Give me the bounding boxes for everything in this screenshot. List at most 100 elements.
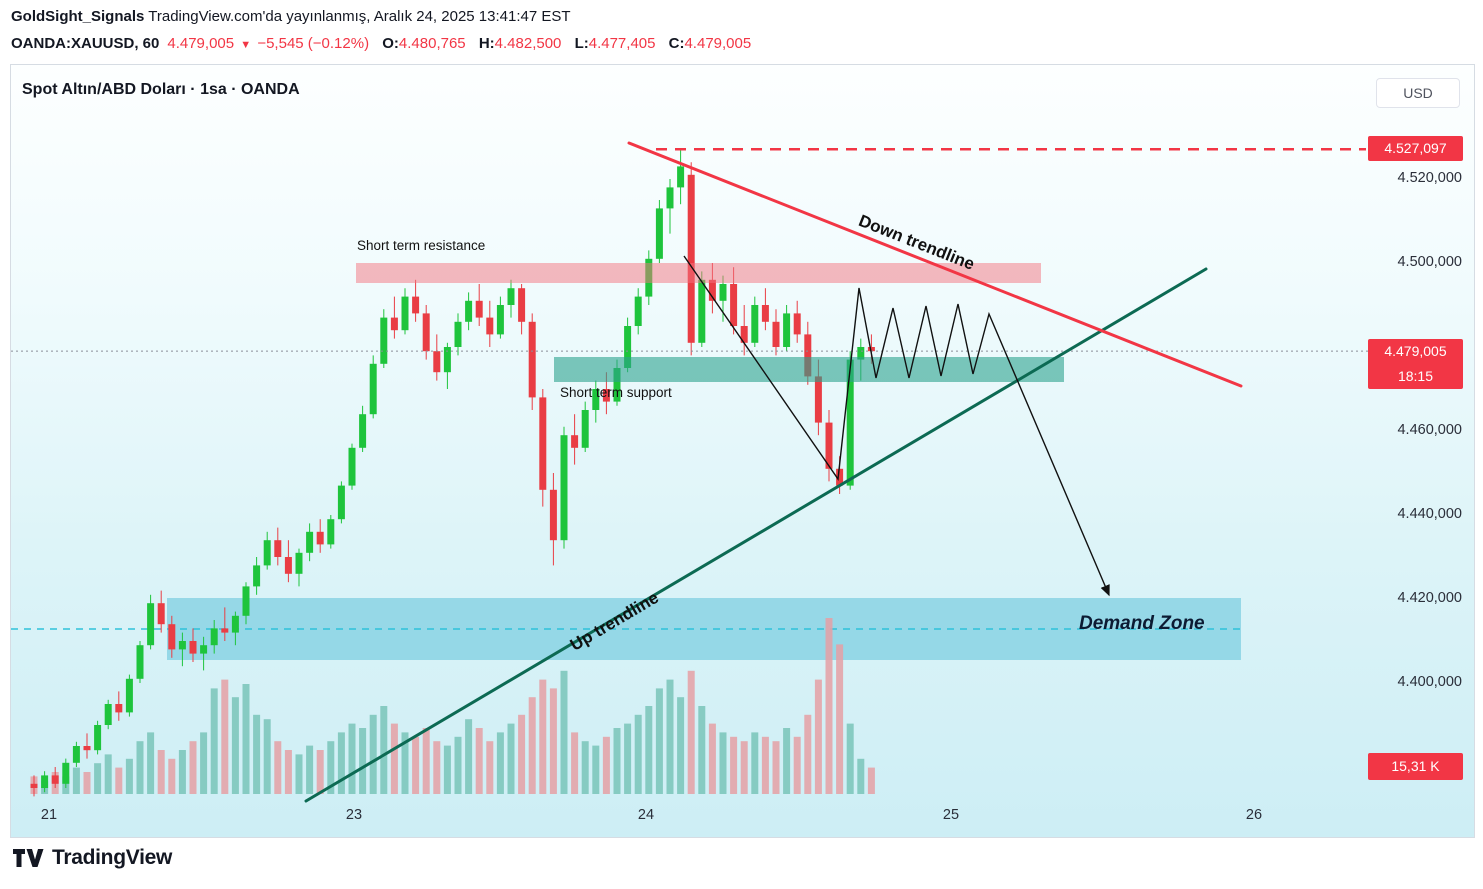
volume-bar [327, 741, 335, 794]
volume-bar [115, 767, 123, 794]
volume-bar [295, 754, 303, 794]
volume-bar [836, 644, 844, 794]
price-axis-label: 4.440,000 [1397, 506, 1462, 522]
volume-bar [221, 679, 229, 794]
volume-bar [751, 732, 759, 794]
volume-bar [655, 688, 663, 794]
symbol-title[interactable]: OANDA:XAUUSD, 60 [11, 35, 160, 52]
volume-bar [613, 728, 621, 794]
candle-body [41, 775, 49, 788]
candle-body [602, 389, 610, 402]
volume-bar [316, 750, 324, 794]
price-axis-label: 4.520,000 [1397, 170, 1462, 186]
volume-bar [772, 741, 780, 794]
candle-body [581, 410, 589, 448]
time-axis-label: 26 [1245, 807, 1263, 823]
open-value: 4.480,765 [398, 35, 466, 52]
volume-bar [549, 688, 557, 794]
volume-bar [94, 763, 102, 794]
candle-body [136, 645, 144, 679]
candle-body [783, 313, 791, 347]
candle-body [539, 397, 547, 490]
candle-body [178, 641, 186, 650]
candle-body [867, 347, 875, 352]
candle-body [274, 540, 282, 557]
candle-body [157, 603, 165, 625]
volume-bar [242, 684, 250, 794]
current-price-time: 18:15 [1397, 368, 1434, 385]
chart-area[interactable]: Spot Altın/ABD Doları · 1sa · OANDA USD … [10, 64, 1475, 838]
volume-bar [422, 728, 430, 794]
volume-bar [698, 706, 706, 794]
volume-bar [571, 732, 579, 794]
volume-bar [157, 750, 165, 794]
resistance-zone-label: Short term resistance [357, 238, 486, 253]
tradingview-footer[interactable]: TradingView [12, 845, 172, 871]
volume-bar [730, 736, 738, 794]
candle-body [454, 321, 462, 347]
candle-body [231, 615, 239, 633]
volume-bar [263, 719, 271, 794]
candle-body [147, 603, 155, 646]
demand-zone-label: Demand Zone [1079, 613, 1205, 634]
volume-bar [72, 767, 80, 794]
support-band [554, 357, 1064, 382]
candle-body [549, 489, 557, 541]
volume-bar [825, 618, 833, 794]
candle-body [719, 284, 727, 301]
candle-body [422, 313, 430, 352]
volume-bar [528, 697, 536, 794]
volume-bar [719, 732, 727, 794]
candle-body [655, 208, 663, 259]
candle-body [496, 305, 504, 335]
candle-body [592, 389, 600, 410]
candle-body [380, 317, 388, 364]
candle-body [571, 435, 579, 448]
volume-badge: 15,31 K [1368, 753, 1463, 780]
volume-bar [507, 723, 515, 794]
up-trendline [304, 267, 1208, 803]
volume-bar [560, 670, 568, 794]
volume-bar [390, 723, 398, 794]
price-chart-canvas[interactable] [11, 65, 1474, 837]
projection-zigzag-arrow [683, 255, 1110, 597]
candle-body [560, 435, 568, 541]
volume-bar [306, 745, 314, 794]
volume-bar [83, 772, 91, 794]
time-axis-label: 25 [942, 807, 960, 823]
chart-title: Spot Altın/ABD Doları · 1sa · OANDA [22, 81, 300, 98]
candle-body [730, 284, 738, 326]
volume-bar [284, 750, 292, 794]
candle-body [634, 296, 642, 326]
volume-bar [401, 732, 409, 794]
volume-bar [814, 679, 822, 794]
volume-bar [496, 732, 504, 794]
candle-body [316, 531, 324, 545]
candle-body [740, 326, 748, 343]
candle-body [94, 725, 102, 751]
publisher-name[interactable]: GoldSight_Signals [11, 8, 145, 25]
candle-body [465, 300, 473, 322]
support-zone-label: Short term support [560, 385, 672, 400]
volume-bar [846, 723, 854, 794]
candle-body [677, 166, 685, 188]
volume-bar [465, 719, 473, 794]
volume-bar [337, 732, 345, 794]
candle-body [359, 414, 367, 448]
volume-bar [443, 745, 451, 794]
price-change: −5,545 (−0.12%) [257, 35, 370, 52]
volume-bar [253, 714, 261, 794]
candle-body [263, 540, 271, 566]
price-axis-label: 4.400,000 [1397, 674, 1462, 690]
volume-bar [687, 670, 695, 794]
currency-usd-button[interactable]: USD [1376, 78, 1460, 108]
candle-body [295, 552, 303, 574]
candle-body [772, 321, 780, 347]
candle-body [666, 187, 674, 209]
time-axis-label: 21 [40, 807, 58, 823]
close-value: 4.479,005 [684, 35, 752, 52]
candle-body [486, 317, 494, 335]
high-value: 4.482,500 [494, 35, 562, 52]
candle-body [189, 641, 197, 654]
price-axis-label: 4.500,000 [1397, 254, 1462, 270]
